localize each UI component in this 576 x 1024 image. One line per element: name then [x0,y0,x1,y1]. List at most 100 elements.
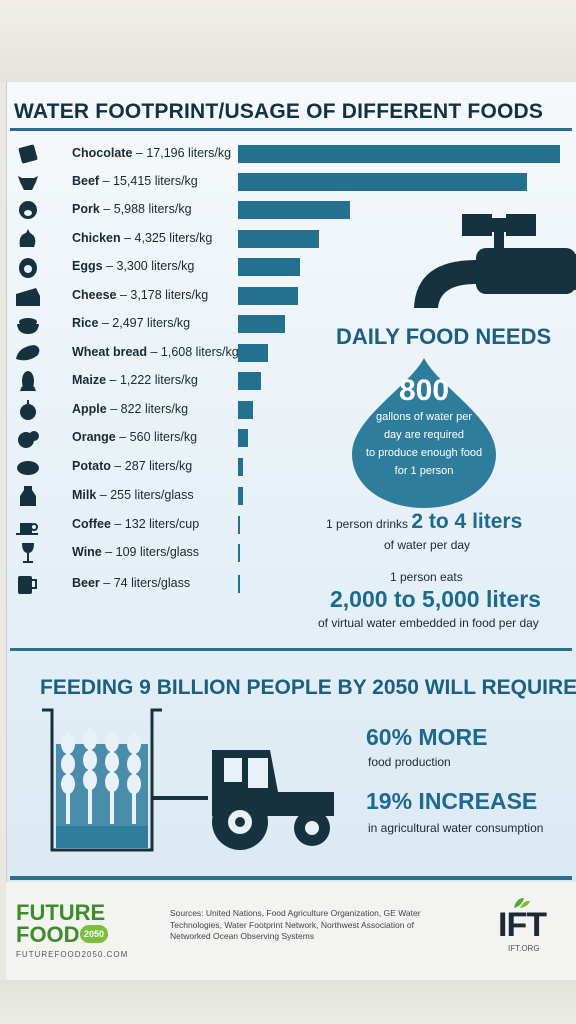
food-amount: – 287 liters/kg [110,459,193,473]
food-label: Beef – 15,415 liters/kg [72,174,198,188]
food-label: Cheese – 3,178 liters/kg [72,288,208,302]
daily-food-needs-title: DAILY FOOD NEEDS [336,324,552,349]
bar-milk [238,487,243,505]
food-label: Beer – 74 liters/glass [72,576,190,590]
drop-text-line: to produce enough food [365,447,483,459]
food-amount: – 17,196 liters/kg [132,146,232,160]
food-label: Pork – 5,988 liters/kg [72,202,192,216]
cheese-icon [14,284,44,308]
food-name: Eggs [72,259,103,273]
food-amount: – 4,325 liters/kg [120,231,213,245]
stat-water-increase-sub: in agricultural water consumption [368,821,544,835]
food-label: Orange – 560 liters/kg [72,430,197,444]
chart-title: WATER FOOTPRINT/USAGE OF DIFFERENT FOODS [14,100,544,123]
food-name: Orange [72,430,116,444]
logo-food: FOOD [16,922,80,947]
food-row: Coffee – 132 liters/cup [0,513,576,537]
bar-maize [238,372,261,390]
food-name: Cheese [72,288,117,302]
food-row: Rice – 2,497 liters/kg [0,312,576,336]
bar-rice [238,315,285,333]
food-amount: – 132 liters/cup [110,517,200,531]
footer-divider [10,876,572,880]
potato-icon [14,455,44,479]
stat-food-production: 60% MORE [366,724,488,750]
food-row: Eggs – 3,300 liters/kg [0,255,576,279]
rice-bowl-icon [14,312,44,336]
ift-url: IFT.ORG [508,944,540,953]
food-row: Chocolate – 17,196 liters/kg [0,142,576,166]
coffee-cup-icon [14,513,44,537]
food-amount: – 1,608 liters/kg [147,345,239,359]
leaf-icon [514,898,530,908]
food-amount: – 1,222 liters/kg [106,373,198,387]
wine-glass-icon [14,541,44,565]
food-label: Coffee – 132 liters/cup [72,517,199,531]
eats-prefix: 1 person eats [390,570,463,584]
food-label: Potato – 287 liters/kg [72,459,192,473]
food-row: Pork – 5,988 liters/kg [0,198,576,222]
wall-bottom [0,980,576,1024]
food-label: Chicken – 4,325 liters/kg [72,231,212,245]
food-row: Orange – 560 liters/kg [0,426,576,450]
food-name: Wine [72,545,102,559]
drinks-sub: of water per day [384,538,471,552]
corn-icon [14,369,44,393]
eats-amount: 2,000 to 5,000 liters [330,586,541,612]
stat-water-increase: 19% INCREASE [366,788,538,814]
food-row: Apple – 822 liters/kg [0,398,576,422]
sources-text: Sources: United Nations, Food Agricultur… [170,908,421,941]
chicken-icon [14,227,44,251]
cow-icon [14,170,44,194]
bar-chicken [238,230,319,248]
bar-orange [238,429,248,447]
food-label: Rice – 2,497 liters/kg [72,316,190,330]
wall-background [0,0,576,82]
food-label: Maize – 1,222 liters/kg [72,373,198,387]
food-row: Maize – 1,222 liters/kg [0,369,576,393]
beer-mug-icon [14,572,44,596]
food-amount: – 2,497 liters/kg [98,316,191,330]
ift-logo: IFT [498,906,547,944]
bar-beer [238,575,240,593]
food-amount: – 3,300 liters/kg [102,259,195,273]
feeding-title: FEEDING 9 BILLION PEOPLE BY 2050 WILL RE… [40,676,576,699]
food-amount: – 560 liters/kg [115,430,198,444]
food-row: Milk – 255 liters/glass [0,484,576,508]
food-amount: – 74 liters/glass [99,576,191,590]
food-amount: – 822 liters/kg [106,402,189,416]
bar-eggs [238,258,300,276]
drop-text-line: for 1 person [394,465,454,477]
food-name: Potato [72,459,111,473]
food-label: Chocolate – 17,196 liters/kg [72,146,231,160]
drinks-amount: 2 to 4 liters [411,510,523,533]
bar-pork [238,201,350,219]
section-divider [10,648,572,651]
food-amount: – 109 liters/glass [101,545,200,559]
title-underline [10,128,572,131]
food-name: Apple [72,402,107,416]
logo-url: FUTUREFOOD2050.COM [16,950,129,959]
egg-icon [14,255,44,279]
eats-sub: of virtual water embedded in food per da… [318,616,539,630]
food-row: Chicken – 4,325 liters/kg [0,227,576,251]
food-amount: – 3,178 liters/kg [116,288,209,302]
pig-icon [14,198,44,222]
food-row: Wheat bread – 1,608 liters/kg [0,341,576,365]
food-label: Wheat bread – 1,608 liters/kg [72,345,239,359]
drinks-prefix: 1 person drinks [326,517,409,531]
drop-text-line: gallons of water per [376,411,472,423]
food-name: Beer [72,576,100,590]
bar-wine [238,544,240,562]
apple-icon [14,398,44,422]
food-amount: – 255 liters/glass [96,488,194,502]
food-name: Milk [72,488,97,502]
food-label: Apple – 822 liters/kg [72,402,188,416]
food-row: Wine – 109 liters/glass [0,541,576,565]
drop-text-line: day are required [383,429,465,441]
food-name: Coffee [72,517,111,531]
bar-wheat-bread [238,344,268,362]
food-name: Wheat bread [72,345,148,359]
drop-number: 800 [398,374,450,407]
water-drop-icon [352,358,496,508]
